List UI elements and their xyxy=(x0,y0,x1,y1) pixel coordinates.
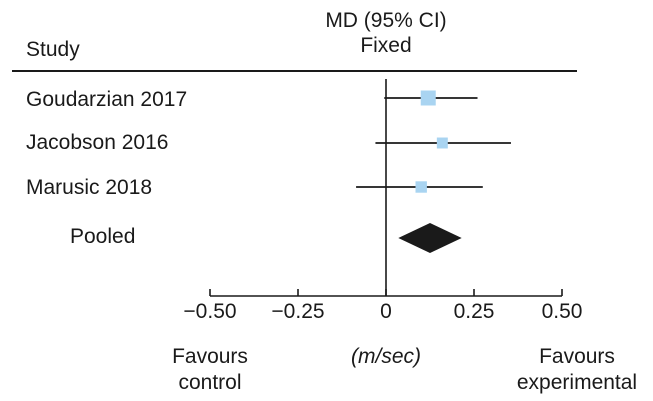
pooled-label: Pooled xyxy=(70,225,135,248)
study-label-goudarzian: Goudarzian 2017 xyxy=(26,88,187,111)
favours-right-line2: experimental xyxy=(517,371,637,394)
study-label-marusic: Marusic 2018 xyxy=(26,176,152,199)
tick-label-pos-050: 0.50 xyxy=(542,300,583,323)
pooled-diamond xyxy=(398,223,462,253)
study-marker-2 xyxy=(415,181,427,193)
study-label-jacobson: Jacobson 2016 xyxy=(26,131,168,154)
header-effect-label: MD (95% CI) xyxy=(325,9,446,32)
tick-label-neg-025: −0.25 xyxy=(271,300,324,323)
favours-right-line1: Favours xyxy=(539,345,615,368)
study-marker-0 xyxy=(420,90,436,106)
study-marker-1 xyxy=(436,137,448,149)
favours-left-line2: control xyxy=(178,371,241,394)
favours-left-line1: Favours xyxy=(172,345,248,368)
header-model-label: Fixed xyxy=(360,34,411,57)
tick-label-zero: 0 xyxy=(380,300,392,323)
x-unit-label: (m/sec) xyxy=(351,345,421,368)
header-study-label: Study xyxy=(26,38,80,61)
tick-label-pos-025: 0.25 xyxy=(454,300,495,323)
tick-label-neg-050: −0.50 xyxy=(183,300,236,323)
